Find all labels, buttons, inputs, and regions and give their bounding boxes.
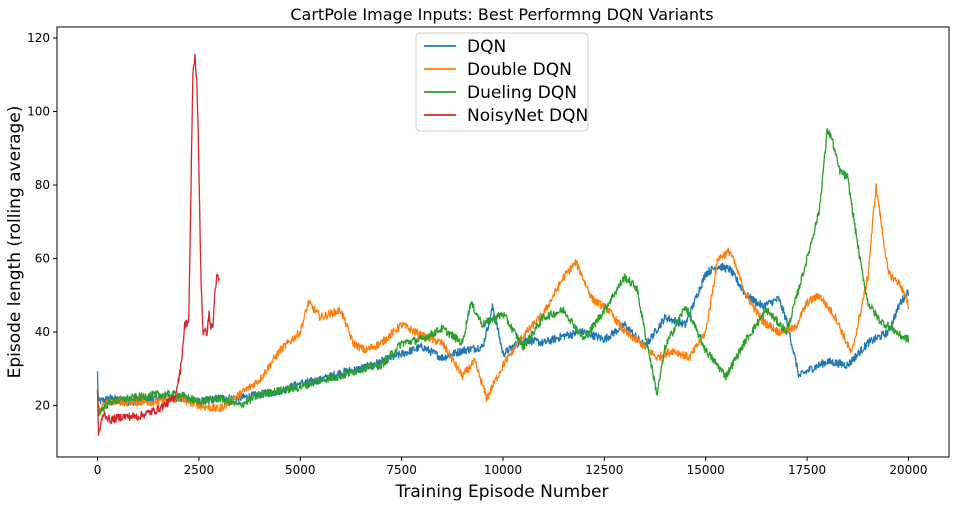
x-tick-label: 7500 bbox=[386, 463, 417, 477]
y-tick-label: 100 bbox=[27, 105, 50, 119]
legend-label-double-dqn: Double DQN bbox=[467, 60, 572, 80]
series-layer bbox=[96, 53, 910, 437]
legend-label-noisynet-dqn: NoisyNet DQN bbox=[467, 106, 588, 126]
x-tick-label: 15000 bbox=[687, 463, 725, 477]
x-tick-label: 20000 bbox=[889, 463, 927, 477]
x-tick-label: 10000 bbox=[484, 463, 522, 477]
y-tick-label: 40 bbox=[35, 325, 50, 339]
x-axis-ticks: 0 2500 5000 7500 10000 12500 15000 17500 20000 bbox=[94, 457, 928, 477]
y-tick-label: 20 bbox=[35, 399, 50, 413]
chart-title: CartPole Image Inputs: Best Performng DQ… bbox=[290, 5, 713, 24]
legend-box bbox=[415, 32, 589, 132]
legend: DQN Double DQN Dueling DQN NoisyNet DQN bbox=[415, 32, 589, 132]
x-tick-label: 0 bbox=[94, 463, 102, 477]
legend-label-dueling-dqn: Dueling DQN bbox=[467, 83, 577, 103]
x-tick-label: 12500 bbox=[585, 463, 623, 477]
legend-label-dqn: DQN bbox=[467, 37, 506, 57]
y-tick-label: 120 bbox=[27, 31, 50, 45]
series-line-noisynet-dqn bbox=[96, 53, 220, 437]
y-tick-label: 80 bbox=[35, 178, 50, 192]
series-line-dueling-dqn bbox=[96, 127, 910, 417]
x-tick-label: 2500 bbox=[184, 463, 215, 477]
x-tick-label: 5000 bbox=[285, 463, 316, 477]
y-axis-ticks: 20 40 60 80 100 120 bbox=[27, 31, 57, 413]
x-tick-label: 17500 bbox=[788, 463, 826, 477]
y-tick-label: 60 bbox=[35, 252, 50, 266]
x-axis-title: Training Episode Number bbox=[395, 482, 609, 502]
y-axis-title: Episode length (rolling average) bbox=[5, 106, 25, 379]
